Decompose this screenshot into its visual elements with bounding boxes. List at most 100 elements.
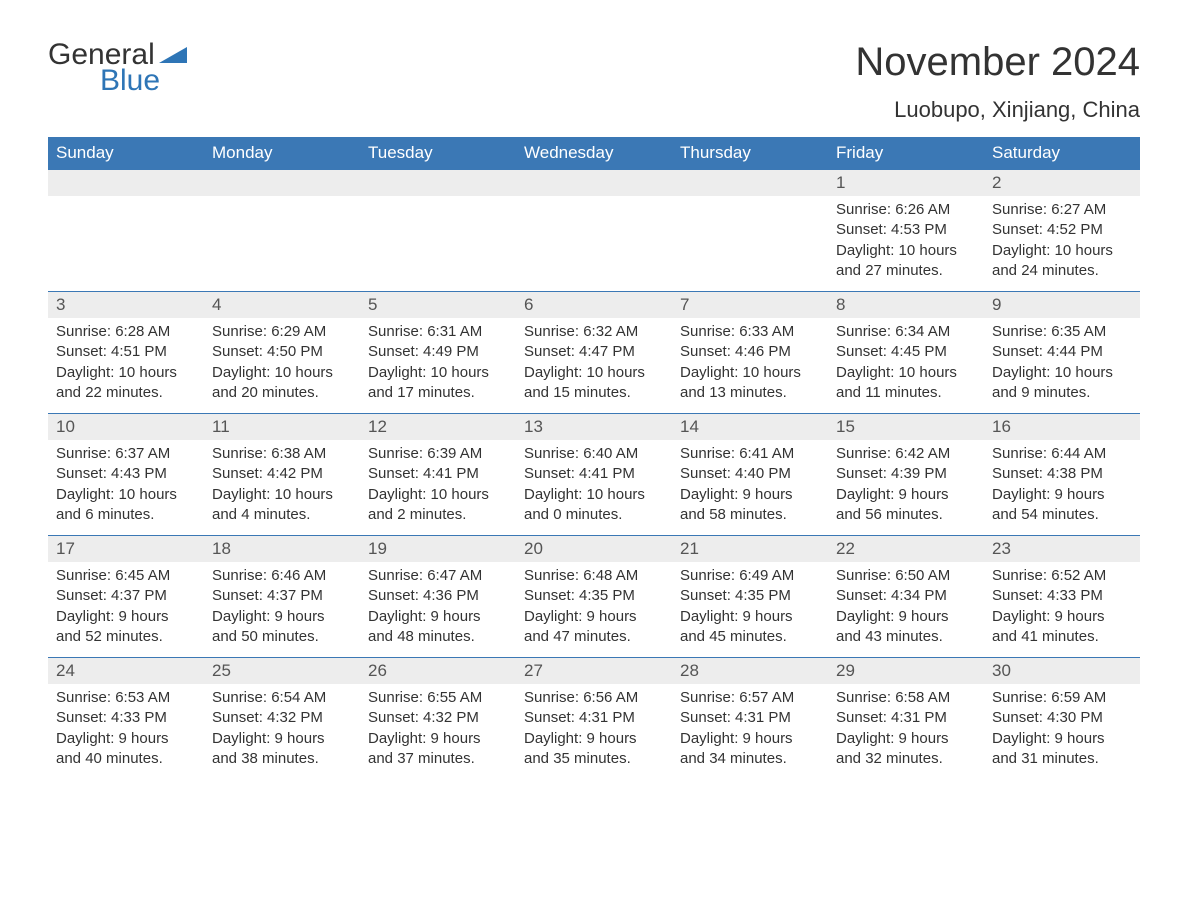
day-cell: 12Sunrise: 6:39 AMSunset: 4:41 PMDayligh…: [360, 414, 516, 535]
day-cell: 16Sunrise: 6:44 AMSunset: 4:38 PMDayligh…: [984, 414, 1140, 535]
sunrise-text: Sunrise: 6:55 AM: [368, 688, 508, 708]
day-cell: 29Sunrise: 6:58 AMSunset: 4:31 PMDayligh…: [828, 658, 984, 779]
sunrise-text: Sunrise: 6:31 AM: [368, 322, 508, 342]
sunrise-text: Sunrise: 6:37 AM: [56, 444, 196, 464]
day-cell: 5Sunrise: 6:31 AMSunset: 4:49 PMDaylight…: [360, 292, 516, 413]
location: Luobupo, Xinjiang, China: [855, 97, 1140, 123]
sunset-text: Sunset: 4:35 PM: [680, 586, 820, 606]
logo: General Blue: [48, 40, 187, 96]
weekday-sunday: Sunday: [48, 137, 204, 169]
day-number: 13: [516, 414, 672, 440]
sunset-text: Sunset: 4:30 PM: [992, 708, 1132, 728]
day-number: 12: [360, 414, 516, 440]
day-number: 17: [48, 536, 204, 562]
sunrise-text: Sunrise: 6:27 AM: [992, 200, 1132, 220]
sunset-text: Sunset: 4:52 PM: [992, 220, 1132, 240]
week-row: 10Sunrise: 6:37 AMSunset: 4:43 PMDayligh…: [48, 413, 1140, 535]
day-number: 14: [672, 414, 828, 440]
weekday-tuesday: Tuesday: [360, 137, 516, 169]
daylight-line1: Daylight: 9 hours: [992, 607, 1132, 627]
sunrise-text: Sunrise: 6:38 AM: [212, 444, 352, 464]
title-block: November 2024 Luobupo, Xinjiang, China: [855, 40, 1140, 123]
day-number: 20: [516, 536, 672, 562]
daylight-line2: and 34 minutes.: [680, 749, 820, 769]
sunset-text: Sunset: 4:32 PM: [368, 708, 508, 728]
day-body: Sunrise: 6:34 AMSunset: 4:45 PMDaylight:…: [828, 318, 984, 413]
day-number: [360, 170, 516, 196]
day-cell: 28Sunrise: 6:57 AMSunset: 4:31 PMDayligh…: [672, 658, 828, 779]
sunset-text: Sunset: 4:41 PM: [524, 464, 664, 484]
daylight-line2: and 45 minutes.: [680, 627, 820, 647]
weekday-friday: Friday: [828, 137, 984, 169]
day-cell-empty: [204, 170, 360, 291]
day-body: Sunrise: 6:40 AMSunset: 4:41 PMDaylight:…: [516, 440, 672, 535]
day-cell: 17Sunrise: 6:45 AMSunset: 4:37 PMDayligh…: [48, 536, 204, 657]
sunrise-text: Sunrise: 6:29 AM: [212, 322, 352, 342]
sunrise-text: Sunrise: 6:34 AM: [836, 322, 976, 342]
daylight-line2: and 38 minutes.: [212, 749, 352, 769]
sunset-text: Sunset: 4:50 PM: [212, 342, 352, 362]
day-cell: 10Sunrise: 6:37 AMSunset: 4:43 PMDayligh…: [48, 414, 204, 535]
sunset-text: Sunset: 4:51 PM: [56, 342, 196, 362]
day-number: 11: [204, 414, 360, 440]
logo-word2: Blue: [100, 66, 160, 96]
daylight-line1: Daylight: 9 hours: [56, 607, 196, 627]
logo-triangle-icon: [159, 47, 187, 63]
sunrise-text: Sunrise: 6:39 AM: [368, 444, 508, 464]
day-number: 22: [828, 536, 984, 562]
sunrise-text: Sunrise: 6:49 AM: [680, 566, 820, 586]
daylight-line1: Daylight: 10 hours: [212, 363, 352, 383]
sunrise-text: Sunrise: 6:28 AM: [56, 322, 196, 342]
day-cell: 21Sunrise: 6:49 AMSunset: 4:35 PMDayligh…: [672, 536, 828, 657]
sunset-text: Sunset: 4:39 PM: [836, 464, 976, 484]
day-number: 26: [360, 658, 516, 684]
daylight-line2: and 32 minutes.: [836, 749, 976, 769]
daylight-line2: and 40 minutes.: [56, 749, 196, 769]
day-number: 27: [516, 658, 672, 684]
week-row: 17Sunrise: 6:45 AMSunset: 4:37 PMDayligh…: [48, 535, 1140, 657]
daylight-line1: Daylight: 9 hours: [680, 729, 820, 749]
day-number: 21: [672, 536, 828, 562]
sunrise-text: Sunrise: 6:50 AM: [836, 566, 976, 586]
weekday-saturday: Saturday: [984, 137, 1140, 169]
day-body: Sunrise: 6:32 AMSunset: 4:47 PMDaylight:…: [516, 318, 672, 413]
sunset-text: Sunset: 4:45 PM: [836, 342, 976, 362]
day-number: 1: [828, 170, 984, 196]
day-number: 3: [48, 292, 204, 318]
day-number: 2: [984, 170, 1140, 196]
day-cell: 11Sunrise: 6:38 AMSunset: 4:42 PMDayligh…: [204, 414, 360, 535]
daylight-line2: and 17 minutes.: [368, 383, 508, 403]
day-body: Sunrise: 6:35 AMSunset: 4:44 PMDaylight:…: [984, 318, 1140, 413]
day-body: Sunrise: 6:49 AMSunset: 4:35 PMDaylight:…: [672, 562, 828, 657]
daylight-line2: and 15 minutes.: [524, 383, 664, 403]
sunrise-text: Sunrise: 6:54 AM: [212, 688, 352, 708]
day-body: Sunrise: 6:38 AMSunset: 4:42 PMDaylight:…: [204, 440, 360, 535]
daylight-line1: Daylight: 9 hours: [992, 729, 1132, 749]
day-body: Sunrise: 6:26 AMSunset: 4:53 PMDaylight:…: [828, 196, 984, 291]
day-number: 15: [828, 414, 984, 440]
daylight-line1: Daylight: 10 hours: [992, 241, 1132, 261]
calendar: SundayMondayTuesdayWednesdayThursdayFrid…: [48, 137, 1140, 779]
weekday-thursday: Thursday: [672, 137, 828, 169]
daylight-line1: Daylight: 10 hours: [836, 241, 976, 261]
daylight-line2: and 31 minutes.: [992, 749, 1132, 769]
sunset-text: Sunset: 4:40 PM: [680, 464, 820, 484]
day-number: [516, 170, 672, 196]
sunrise-text: Sunrise: 6:46 AM: [212, 566, 352, 586]
day-cell: 9Sunrise: 6:35 AMSunset: 4:44 PMDaylight…: [984, 292, 1140, 413]
sunset-text: Sunset: 4:32 PM: [212, 708, 352, 728]
day-cell: 7Sunrise: 6:33 AMSunset: 4:46 PMDaylight…: [672, 292, 828, 413]
daylight-line1: Daylight: 10 hours: [56, 485, 196, 505]
day-body: Sunrise: 6:41 AMSunset: 4:40 PMDaylight:…: [672, 440, 828, 535]
sunset-text: Sunset: 4:42 PM: [212, 464, 352, 484]
daylight-line1: Daylight: 9 hours: [212, 729, 352, 749]
daylight-line2: and 58 minutes.: [680, 505, 820, 525]
day-number: 6: [516, 292, 672, 318]
day-number: [672, 170, 828, 196]
sunset-text: Sunset: 4:34 PM: [836, 586, 976, 606]
day-cell: 1Sunrise: 6:26 AMSunset: 4:53 PMDaylight…: [828, 170, 984, 291]
day-cell: 27Sunrise: 6:56 AMSunset: 4:31 PMDayligh…: [516, 658, 672, 779]
daylight-line2: and 37 minutes.: [368, 749, 508, 769]
daylight-line1: Daylight: 9 hours: [992, 485, 1132, 505]
day-number: 30: [984, 658, 1140, 684]
